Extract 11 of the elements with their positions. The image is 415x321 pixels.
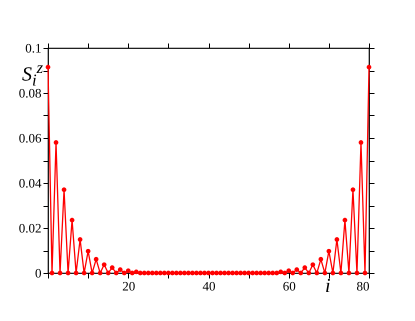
x-axis-title: i — [325, 275, 331, 297]
y-tick-label: 0.08 — [18, 86, 42, 100]
y-tick-label: 0 — [35, 266, 42, 280]
y-tick-label: 0.02 — [18, 220, 42, 236]
x-tick-label: 40 — [202, 278, 216, 294]
x-tick-label: 80 — [356, 278, 370, 294]
x-tick-label: 60 — [282, 278, 296, 294]
y-tick-label: 0.1 — [25, 40, 42, 56]
y-tick-label: 0.04 — [18, 176, 42, 190]
y-tick-label: 0.06 — [18, 130, 42, 146]
x-tick-label: 20 — [122, 278, 136, 294]
